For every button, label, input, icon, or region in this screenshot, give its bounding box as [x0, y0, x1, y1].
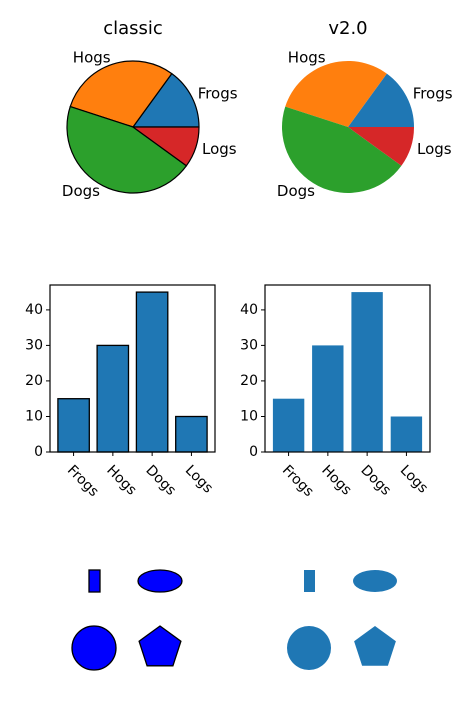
pentagon-patch — [354, 626, 396, 666]
y-tick-label: 10 — [25, 409, 43, 425]
pie-label-hogs: Hogs — [73, 49, 111, 67]
bar-frogs — [272, 398, 305, 452]
x-tick-label: Frogs — [279, 462, 317, 500]
x-tick-label: Frogs — [64, 462, 102, 500]
pie-label-frogs: Frogs — [413, 85, 453, 103]
pie-label-logs: Logs — [202, 140, 237, 158]
ellipse-patch — [137, 569, 183, 593]
pentagon-patch — [138, 625, 182, 667]
y-tick-label: 30 — [25, 337, 43, 353]
ellipse-patch — [353, 570, 397, 592]
pie-slice-logs — [348, 127, 414, 166]
pie-label-logs: Logs — [417, 140, 452, 158]
x-tick-label: Logs — [397, 462, 431, 496]
patches-classic — [71, 569, 183, 671]
bar-logs — [390, 416, 423, 452]
axes-frame — [264, 284, 431, 453]
bar-dogs — [351, 292, 383, 452]
pie-chart-v2.0: v2.0 Frogs Hogs Dogs Logs — [277, 18, 453, 200]
bar-hogs — [96, 344, 130, 453]
pie-title: v2.0 — [328, 18, 367, 39]
pie-title: classic — [103, 18, 163, 39]
bar-frogs — [57, 398, 90, 453]
pie-label-dogs: Dogs — [277, 182, 315, 200]
y-tick-label: 30 — [240, 337, 258, 353]
rectangle-patch — [88, 569, 101, 593]
y-tick-label: 20 — [25, 373, 43, 389]
y-tick-label: 10 — [240, 409, 258, 425]
pie-chart-classic: classic Frogs Hogs Dogs Logs — [62, 18, 238, 200]
x-tick-label: Hogs — [103, 462, 139, 498]
rectangle-patch — [304, 570, 315, 592]
y-tick-label: 0 — [249, 444, 258, 460]
bar-logs — [175, 415, 208, 453]
bar-dogs — [135, 291, 169, 453]
y-tick-label: 40 — [240, 302, 258, 318]
pie-slice-hogs — [69, 60, 173, 128]
y-tick-label: 40 — [25, 302, 43, 318]
x-tick-label: Hogs — [318, 462, 354, 498]
bar-hogs — [312, 345, 344, 452]
patches-v2.0 — [287, 570, 397, 670]
y-tick-label: 0 — [34, 444, 43, 460]
axes-frame — [49, 284, 216, 453]
pie-slice-dogs — [281, 106, 402, 194]
x-tick-label: Dogs — [357, 462, 393, 498]
bar-chart-classic: Frogs Hogs Dogs Logs 0 10 20 30 40 — [25, 284, 216, 500]
x-tick-label: Logs — [182, 462, 216, 496]
x-tick-label: Dogs — [142, 462, 178, 498]
pie-slice-dogs — [66, 106, 187, 194]
pie-label-frogs: Frogs — [198, 85, 238, 103]
circle-patch — [71, 625, 117, 671]
pie-slice-frogs — [348, 73, 415, 127]
circle-patch — [287, 626, 331, 670]
pie-slice-frogs — [132, 73, 200, 128]
pie-slice-hogs — [285, 60, 387, 127]
pie-label-dogs: Dogs — [62, 182, 100, 200]
bar-chart-v2.0: Frogs Hogs Dogs Logs 0 10 20 30 40 — [240, 284, 431, 500]
pie-slice-logs — [132, 126, 200, 167]
pie-label-hogs: Hogs — [288, 49, 326, 67]
y-tick-label: 20 — [240, 373, 258, 389]
